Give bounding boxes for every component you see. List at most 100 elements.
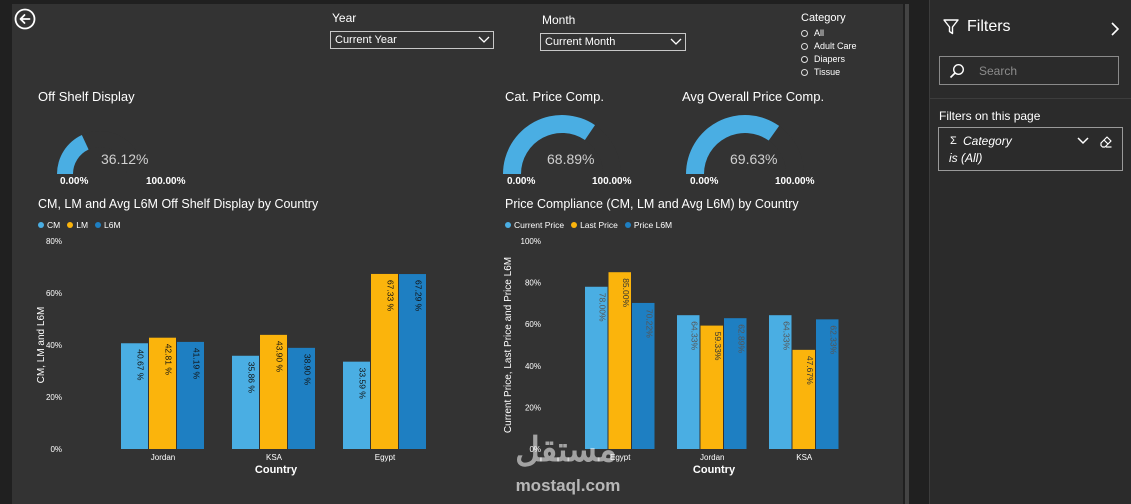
data-label: 70.22%	[644, 309, 654, 338]
bar[interactable]	[343, 361, 370, 449]
category-option-label: All	[814, 28, 825, 38]
chart-title-off-shelf: CM, LM and Avg L6M Off Shelf Display by …	[38, 197, 319, 211]
gauge-cat-price[interactable]	[503, 108, 623, 178]
legend-item[interactable]: CM	[38, 220, 60, 230]
data-label: 40.67 %	[136, 349, 146, 381]
collapse-pane-chevron-icon[interactable]	[1110, 22, 1120, 36]
bar[interactable]	[700, 325, 724, 449]
y-tick-label: 60%	[46, 289, 62, 298]
gauge-fill[interactable]	[57, 135, 89, 174]
x-axis-title: Country	[693, 464, 736, 476]
legend-item[interactable]: L6M	[95, 220, 121, 230]
filter-card-condition: is (All)	[949, 151, 983, 165]
bar[interactable]	[585, 286, 608, 449]
legend-dot-icon	[67, 222, 74, 228]
watermark-text: mostaql.com	[515, 476, 621, 495]
gauge-min-off-shelf: 0.00%	[60, 176, 89, 187]
bar[interactable]	[177, 341, 204, 449]
data-label: 42.81 %	[164, 344, 174, 376]
data-label: 67.29 %	[414, 280, 424, 312]
legend-item[interactable]: Last Price	[571, 220, 618, 230]
legend-label: LM	[76, 220, 89, 230]
y-tick-label: 40%	[46, 341, 62, 350]
legend-item[interactable]: LM	[67, 220, 88, 230]
bar[interactable]	[724, 318, 747, 449]
data-label: 59.33%	[713, 332, 723, 361]
canvas-scrollbar[interactable]	[905, 4, 909, 504]
chart-title-price-compliance: Price Compliance (CM, LM and Avg L6M) by…	[505, 197, 799, 211]
data-label: 85.00%	[621, 278, 631, 307]
month-slicer-title: Month	[542, 13, 576, 27]
data-label: 47.67%	[805, 356, 815, 385]
chart-legend-off-shelf: CM LM L6M	[38, 220, 128, 230]
y-tick-label: 0%	[50, 445, 62, 454]
back-button[interactable]	[14, 8, 36, 30]
legend-item[interactable]: Price L6M	[624, 220, 673, 230]
radio-icon	[801, 42, 808, 50]
x-tick-label: Egypt	[610, 453, 631, 462]
chevron-down-icon	[670, 38, 682, 45]
data-label: 78.00%	[597, 293, 607, 322]
legend-dot-icon	[95, 222, 102, 228]
filters-search-box[interactable]: Search	[939, 56, 1119, 85]
search-icon	[949, 63, 965, 79]
bar[interactable]	[149, 337, 176, 449]
gauge-min-cat-price: 0.00%	[507, 176, 536, 187]
bar[interactable]	[232, 355, 259, 449]
chevron-down-icon	[478, 36, 490, 43]
gauge-max-cat-price: 100.00%	[592, 176, 632, 187]
legend-label: Last Price	[580, 220, 618, 230]
filter-card-category[interactable]: Σ Category is (All)	[938, 127, 1123, 171]
year-dropdown[interactable]: Current Year	[330, 31, 494, 49]
chart-legend-price-compliance: Current Price Last Price Price L6M	[505, 220, 679, 230]
month-dropdown-value: Current Month	[545, 36, 616, 48]
filters-section-title: Filters on this page	[939, 109, 1041, 123]
category-option-diapers[interactable]: Diapers	[801, 54, 845, 64]
bar[interactable]	[677, 315, 700, 449]
y-tick-label: 100%	[521, 237, 541, 246]
data-label: 62.89%	[736, 324, 746, 353]
filters-pane: Filters Search Filters on this page Σ Ca…	[930, 0, 1131, 504]
gauge-fill[interactable]	[686, 114, 780, 174]
x-tick-label: Jordan	[700, 453, 724, 462]
bar[interactable]	[632, 302, 655, 449]
category-option-all[interactable]: All	[801, 28, 824, 38]
report-canvas: Year Current Year Month Current Month Ca…	[12, 4, 903, 504]
bar[interactable]	[608, 272, 632, 449]
gauge-avg-overall[interactable]	[686, 108, 806, 178]
y-tick-label: 40%	[525, 362, 541, 371]
category-option-label: Diapers	[814, 54, 846, 64]
category-option-label: Tissue	[814, 67, 841, 77]
eraser-icon[interactable]	[1099, 134, 1113, 148]
kpi-title-cat-price: Cat. Price Comp.	[505, 89, 604, 104]
month-dropdown[interactable]: Current Month	[540, 33, 686, 51]
y-tick-label: 80%	[46, 237, 62, 246]
gauge-fill[interactable]	[503, 114, 595, 174]
y-tick-label: 0%	[529, 445, 541, 454]
bar[interactable]	[769, 315, 792, 449]
category-option-adult-care[interactable]: Adult Care	[801, 41, 857, 51]
bar[interactable]	[792, 349, 816, 449]
data-label: 41.19 %	[192, 348, 202, 380]
category-option-tissue[interactable]: Tissue	[801, 67, 840, 77]
data-label: 67.33 %	[386, 280, 396, 312]
gauge-off-shelf[interactable]	[57, 108, 143, 178]
bar-chart-off-shelf: 0% 20% 40% 60% 80% CM, LM and L6M 40.67 % 42.81…	[36, 237, 426, 476]
bar[interactable]	[288, 347, 315, 449]
filters-pane-title: Filters	[967, 18, 1011, 35]
data-label: 38.90 %	[303, 354, 313, 386]
bar[interactable]	[121, 343, 148, 449]
gauge-value-cat-price: 68.89%	[547, 151, 595, 167]
legend-label: Price L6M	[633, 220, 673, 230]
bar[interactable]	[399, 274, 426, 449]
chevron-down-icon[interactable]	[1077, 137, 1089, 145]
year-dropdown-value: Current Year	[335, 34, 397, 46]
category-option-label: Adult Care	[814, 41, 857, 51]
bar[interactable]	[260, 334, 287, 449]
sigma-icon: Σ	[950, 135, 957, 147]
bar[interactable]	[816, 319, 839, 449]
y-axis-title: CM, LM and L6M	[36, 307, 47, 384]
bar[interactable]	[371, 273, 398, 449]
legend-item[interactable]: Current Price	[505, 220, 564, 230]
y-axis-title: Current Price, Last Price and Price L6M	[503, 257, 514, 433]
